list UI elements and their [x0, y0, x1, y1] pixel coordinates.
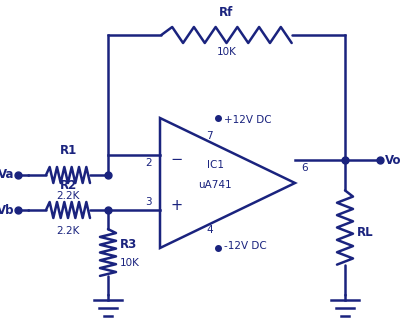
Text: R3: R3: [120, 238, 137, 251]
Text: 2.2K: 2.2K: [56, 226, 80, 236]
Text: uA741: uA741: [198, 180, 232, 190]
Text: 7: 7: [207, 131, 213, 141]
Text: 10K: 10K: [217, 47, 236, 57]
Text: RL: RL: [357, 226, 374, 239]
Text: +: +: [170, 197, 182, 213]
Text: Vb: Vb: [0, 204, 14, 216]
Text: 2.2K: 2.2K: [56, 191, 80, 201]
Text: 10K: 10K: [120, 257, 140, 267]
Text: 6: 6: [301, 163, 308, 173]
Text: Va: Va: [0, 169, 14, 181]
Text: Rf: Rf: [219, 6, 234, 19]
Text: 2: 2: [145, 158, 152, 168]
Text: 3: 3: [145, 197, 152, 207]
Text: IC1: IC1: [207, 160, 223, 170]
Text: 4: 4: [207, 225, 213, 235]
Text: R2: R2: [59, 179, 77, 192]
Text: −: −: [170, 152, 182, 168]
Text: +12V DC: +12V DC: [224, 115, 272, 125]
Text: -12V DC: -12V DC: [224, 241, 267, 251]
Text: Vo: Vo: [385, 153, 401, 167]
Text: R1: R1: [59, 144, 77, 157]
